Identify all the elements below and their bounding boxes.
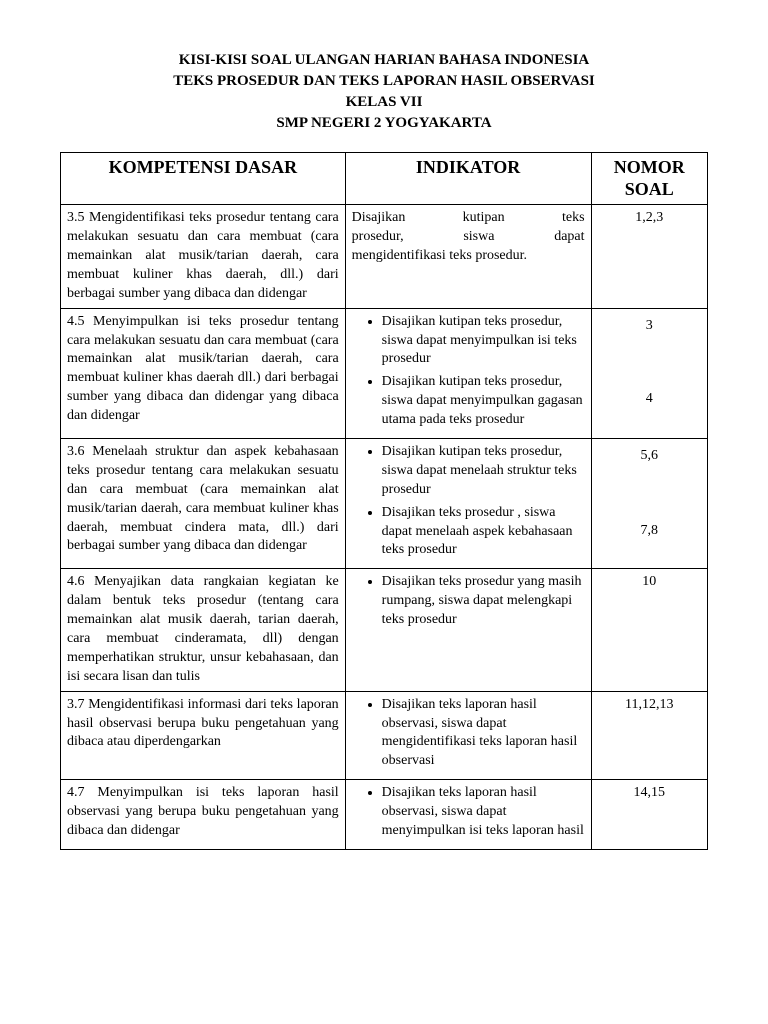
kd-cell: 3.5 Mengidentifikasi teks prosedur tenta… [61, 205, 346, 308]
indikator-cell: Disajikan teks laporan hasil observasi, … [345, 691, 591, 780]
indikator-cell: Disajikan kutipan teks prosedur, siswa d… [345, 308, 591, 438]
title-line-2: TEKS PROSEDUR DAN TEKS LAPORAN HASIL OBS… [60, 71, 708, 92]
indikator-bullet: Disajikan teks laporan hasil observasi, … [382, 784, 585, 841]
indikator-bullet: Disajikan kutipan teks prosedur, siswa d… [382, 443, 585, 500]
kd-cell: 4.7 Menyimpulkan isi teks laporan hasil … [61, 780, 346, 850]
nomor-cell: 11,12,13 [591, 691, 707, 780]
table-row: 3.6 Menelaah struktur dan aspek kebahasa… [61, 438, 708, 568]
table-row: 4.5 Menyimpulkan isi teks prosedur tenta… [61, 308, 708, 438]
kd-cell: 4.6 Menyajikan data rangkaian kegiatan k… [61, 569, 346, 691]
nomor-cell: 1,2,3 [591, 205, 707, 308]
header-kompetensi-dasar: KOMPETENSI DASAR [61, 153, 346, 205]
table-row: 3.7 Mengidentifikasi informasi dari teks… [61, 691, 708, 780]
nomor-cell: 14,15 [591, 780, 707, 850]
table-row: 4.6 Menyajikan data rangkaian kegiatan k… [61, 569, 708, 691]
table-header-row: KOMPETENSI DASAR INDIKATOR NOMOR SOAL [61, 153, 708, 205]
indikator-bullet: Disajikan teks prosedur , siswa dapat me… [382, 504, 585, 561]
header-indikator: INDIKATOR [345, 153, 591, 205]
title-line-1: KISI-KISI SOAL ULANGAN HARIAN BAHASA IND… [60, 50, 708, 71]
nomor-cell: 3 4 [591, 308, 707, 438]
indikator-bullet: Disajikan kutipan teks prosedur, siswa d… [382, 313, 585, 370]
kd-cell: 3.7 Mengidentifikasi informasi dari teks… [61, 691, 346, 780]
header-nomor-soal: NOMOR SOAL [591, 153, 707, 205]
title-line-4: SMP NEGERI 2 YOGYAKARTA [60, 113, 708, 134]
indikator-bullet: Disajikan teks prosedur yang masih rumpa… [382, 573, 585, 630]
indikator-bullet: Disajikan kutipan teks prosedur, siswa d… [382, 373, 585, 430]
indikator-bullet: Disajikan teks laporan hasil observasi, … [382, 696, 585, 772]
kisi-kisi-table: KOMPETENSI DASAR INDIKATOR NOMOR SOAL 3.… [60, 152, 708, 850]
kd-cell: 4.5 Menyimpulkan isi teks prosedur tenta… [61, 308, 346, 438]
title-line-3: KELAS VII [60, 92, 708, 113]
document-title: KISI-KISI SOAL ULANGAN HARIAN BAHASA IND… [60, 50, 708, 134]
indikator-cell: Disajikan kutipan teks prosedur, siswa d… [345, 205, 591, 308]
table-row: 4.7 Menyimpulkan isi teks laporan hasil … [61, 780, 708, 850]
indikator-cell: Disajikan teks laporan hasil observasi, … [345, 780, 591, 850]
nomor-cell: 10 [591, 569, 707, 691]
nomor-cell: 5,6 7,8 [591, 438, 707, 568]
kd-cell: 3.6 Menelaah struktur dan aspek kebahasa… [61, 438, 346, 568]
indikator-cell: Disajikan teks prosedur yang masih rumpa… [345, 569, 591, 691]
table-row: 3.5 Mengidentifikasi teks prosedur tenta… [61, 205, 708, 308]
indikator-cell: Disajikan kutipan teks prosedur, siswa d… [345, 438, 591, 568]
